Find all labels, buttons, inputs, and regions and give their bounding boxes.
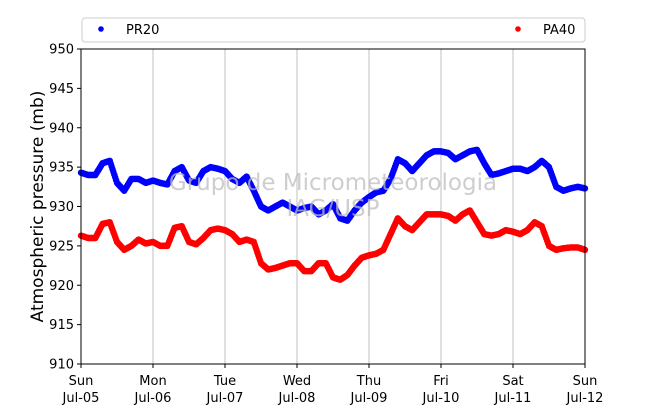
y-axis: 910 915 920 925 930 935 940 945 950 <box>49 43 81 373</box>
x-tick-date: Jul-09 <box>350 391 388 406</box>
legend: PR20 PA40 <box>81 17 586 43</box>
watermark-line-2: IAG/USP <box>287 196 380 222</box>
legend-label-pr20: PR20 <box>126 23 159 38</box>
x-tick-day: Sun <box>573 374 598 389</box>
x-tick-date: Jul-07 <box>206 391 244 406</box>
x-tick-day: Tue <box>213 374 236 389</box>
x-tick-date: Jul-08 <box>278 391 316 406</box>
y-tick-label: 950 <box>49 43 74 58</box>
y-tick-label: 920 <box>49 279 74 294</box>
y-tick-label: 940 <box>49 121 74 136</box>
x-tick-date: Jul-05 <box>62 391 100 406</box>
watermark: Grupo de Micrometeorologia IAG/USP <box>169 170 497 222</box>
y-axis-label: Atmospheric pressure (mb) <box>28 91 48 323</box>
legend-marker-pa40 <box>515 26 521 32</box>
legend-frame <box>81 17 586 43</box>
x-tick-day: Fri <box>433 374 449 389</box>
y-tick-label: 910 <box>49 358 74 373</box>
x-tick-date: Jul-10 <box>422 391 460 406</box>
y-tick-label: 925 <box>49 239 74 254</box>
x-tick-day: Sat <box>502 374 523 389</box>
x-tick-day: Mon <box>139 374 166 389</box>
y-tick-label: 930 <box>49 200 74 215</box>
y-tick-label: 915 <box>49 318 74 333</box>
x-tick-date: Jul-11 <box>494 391 532 406</box>
legend-label-pa40: PA40 <box>543 23 575 38</box>
series-layer <box>77 146 589 283</box>
x-tick-day: Wed <box>283 374 311 389</box>
y-tick-label: 945 <box>49 82 74 97</box>
x-tick-day: Thu <box>356 374 381 389</box>
vertical-grid <box>152 49 514 364</box>
series-pa40 <box>77 207 589 283</box>
legend-marker-pr20 <box>98 26 104 32</box>
y-tick-label: 935 <box>49 161 74 176</box>
x-tick-date: Jul-06 <box>134 391 172 406</box>
x-tick-date: Jul-12 <box>566 391 604 406</box>
x-axis: Sun Jul-05 Mon Jul-06 Tue Jul-07 Wed Jul-08 Thu J… <box>62 364 604 406</box>
x-tick-day: Sun <box>69 374 94 389</box>
series-pr20 <box>77 146 589 224</box>
watermark-line-1: Grupo de Micrometeorologia <box>169 170 497 196</box>
